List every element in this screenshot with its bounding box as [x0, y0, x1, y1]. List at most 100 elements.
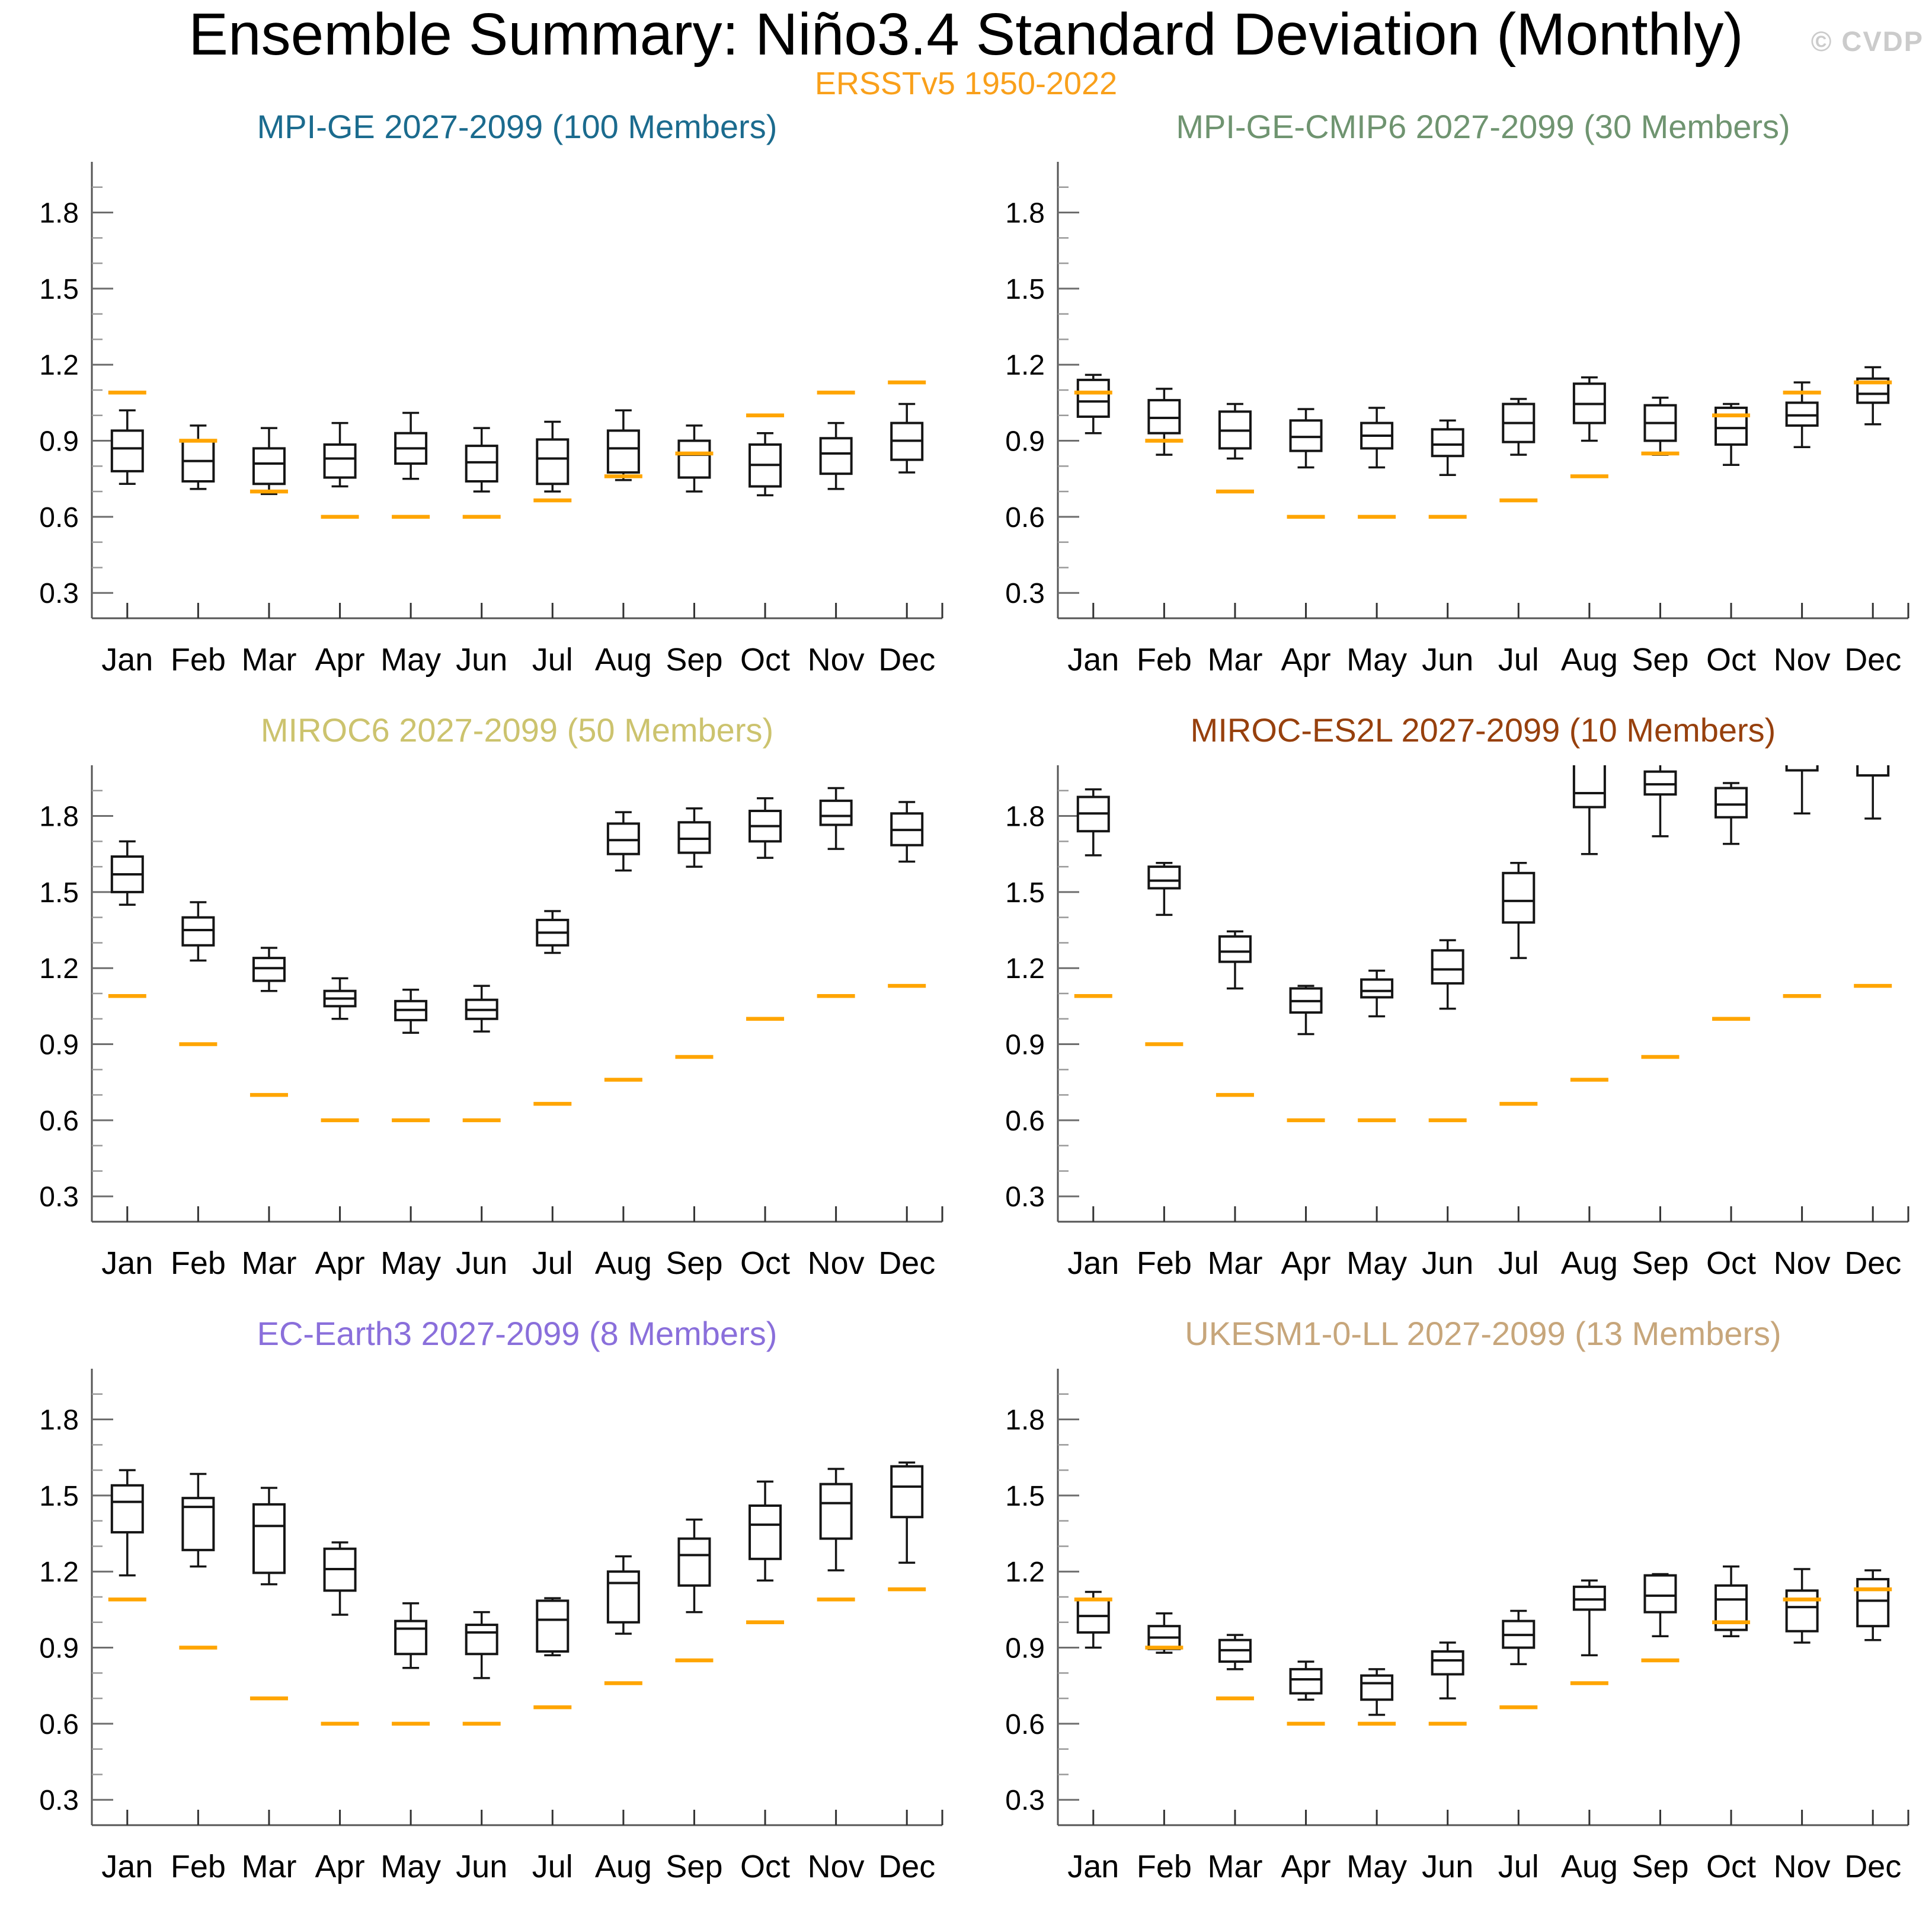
month-label: Dec	[1844, 1849, 1901, 1884]
box-Oct	[749, 432, 782, 497]
month-label: Sep	[666, 642, 722, 678]
box-Oct	[1715, 782, 1748, 845]
month-label: Dec	[878, 642, 935, 678]
box-Jul	[536, 420, 570, 493]
y-tick-label: 0.6	[1005, 1106, 1045, 1137]
month-label: Feb	[1137, 642, 1192, 678]
month-label: May	[380, 1849, 441, 1884]
boxplot-canvas: 0.3 0.6 0.9 1.2 1.5 1.8 Jan Feb Mar Apr May Jun Jul A…	[39, 765, 943, 1281]
month-label: Aug	[595, 1849, 652, 1884]
box-Jan	[1076, 373, 1110, 435]
y-tick-label: 1.5	[39, 274, 79, 305]
box-Dec	[1856, 366, 1890, 426]
month-label: Jul	[532, 642, 573, 678]
month-label: Aug	[1561, 1245, 1618, 1281]
y-tick-label: 0.3	[1005, 1785, 1045, 1816]
box-May	[394, 988, 428, 1034]
box-Sep	[677, 807, 711, 868]
box-Nov	[819, 1468, 853, 1571]
month-label: Mar	[241, 642, 296, 678]
box-Aug	[1572, 1579, 1606, 1657]
month-label: Jan	[1067, 1245, 1119, 1281]
month-label: Apr	[315, 642, 365, 678]
box-May	[394, 1602, 428, 1669]
box-Sep	[1643, 765, 1677, 838]
boxplot-canvas: 0.3 0.6 0.9 1.2 1.5 1.8 Jan Feb Mar Apr May Jun Jul A…	[39, 162, 943, 678]
month-label: Feb	[171, 1245, 226, 1281]
box-May	[1360, 969, 1394, 1018]
month-label: Jan	[1067, 642, 1119, 678]
panel-title: MIROC-ES2L 2027-2099 (10 Members)	[1190, 711, 1776, 749]
box-Apr	[1289, 1660, 1323, 1701]
y-tick-label: 0.3	[1005, 1181, 1045, 1213]
obs-lines	[1074, 983, 1892, 1123]
box-Feb	[1147, 861, 1181, 916]
month-label: Feb	[1137, 1849, 1192, 1884]
boxes	[1076, 1565, 1890, 1716]
month-label: Apr	[315, 1849, 365, 1884]
boxes	[1076, 765, 1890, 1036]
y-tick-label: 0.3	[39, 1181, 79, 1213]
panel-miroc6: MIROC6 2027-2099 (50 Members) 0.3 0.6 0.9 1…	[0, 713, 966, 1317]
y-tick-label: 1.5	[1005, 877, 1045, 909]
month-label: Jan	[101, 1849, 153, 1884]
box-Dec	[890, 402, 924, 474]
box-Aug	[1572, 376, 1606, 442]
box-Dec	[890, 1461, 924, 1564]
boxes	[110, 1461, 924, 1679]
month-label: Apr	[315, 1245, 365, 1281]
month-label: Oct	[740, 642, 790, 678]
box-Mar	[1218, 930, 1252, 990]
month-label: Oct	[1706, 1245, 1756, 1281]
month-label: Jun	[456, 642, 507, 678]
month-label: May	[1346, 642, 1407, 678]
panel-ukesm1-0-ll: UKESM1-0-LL 2027-2099 (13 Members) 0.3 0.…	[966, 1317, 1932, 1920]
box-Nov	[1785, 1568, 1819, 1644]
box-Mar	[1218, 1634, 1252, 1670]
y-axis: 0.3 0.6 0.9 1.2 1.5 1.8	[1005, 162, 1079, 618]
box-May	[1360, 1668, 1394, 1716]
month-label: Dec	[1844, 642, 1901, 678]
month-label: May	[1346, 1245, 1407, 1281]
box-Dec	[1856, 765, 1890, 820]
box-Dec	[1856, 1569, 1890, 1641]
month-label: Feb	[1137, 1245, 1192, 1281]
month-label: Jul	[1498, 1245, 1539, 1281]
month-label: Nov	[1774, 1849, 1831, 1884]
box-Aug	[1572, 765, 1606, 855]
box-Nov	[819, 421, 853, 490]
month-label: Mar	[1207, 1245, 1262, 1281]
y-tick-label: 0.9	[39, 1030, 79, 1061]
month-label: Oct	[740, 1245, 790, 1281]
month-label: Mar	[241, 1245, 296, 1281]
box-Nov	[1785, 765, 1819, 815]
panel-mpi-ge-cmip6: MPI-GE-CMIP6 2027-2099 (30 Members) 0.3 0…	[966, 110, 1932, 713]
y-tick-label: 1.5	[1005, 274, 1045, 305]
box-Jul	[1502, 861, 1536, 959]
x-axis: Jan Feb Mar Apr May Jun Jul Aug Sep Oct Nov Dec	[92, 603, 943, 678]
month-label: May	[380, 1245, 441, 1281]
month-label: Jul	[532, 1849, 573, 1884]
box-Jan	[1076, 788, 1110, 857]
box-Mar	[1218, 402, 1252, 460]
month-label: Sep	[1632, 1245, 1688, 1281]
month-label: Jun	[1422, 642, 1473, 678]
month-label: Jun	[456, 1849, 507, 1884]
y-tick-label: 0.6	[1005, 1709, 1045, 1740]
month-label: Jul	[1498, 1849, 1539, 1884]
box-Sep	[677, 1518, 711, 1614]
y-tick-label: 0.6	[1005, 502, 1045, 533]
month-label: Oct	[1706, 1849, 1756, 1884]
box-Oct	[749, 797, 782, 859]
box-Mar	[252, 427, 286, 496]
box-Apr	[323, 977, 357, 1020]
box-Dec	[890, 801, 924, 863]
month-label: Jul	[532, 1245, 573, 1281]
boxes	[110, 787, 924, 1034]
box-Feb	[181, 901, 215, 962]
box-May	[1360, 407, 1394, 469]
box-Jun	[1431, 419, 1464, 477]
x-axis: Jan Feb Mar Apr May Jun Jul Aug Sep Oct Nov Dec	[92, 1206, 943, 1281]
panel-mpi-ge: MPI-GE 2027-2099 (100 Members) 0.3 0.6 0.9…	[0, 110, 966, 713]
boxes	[110, 402, 924, 497]
